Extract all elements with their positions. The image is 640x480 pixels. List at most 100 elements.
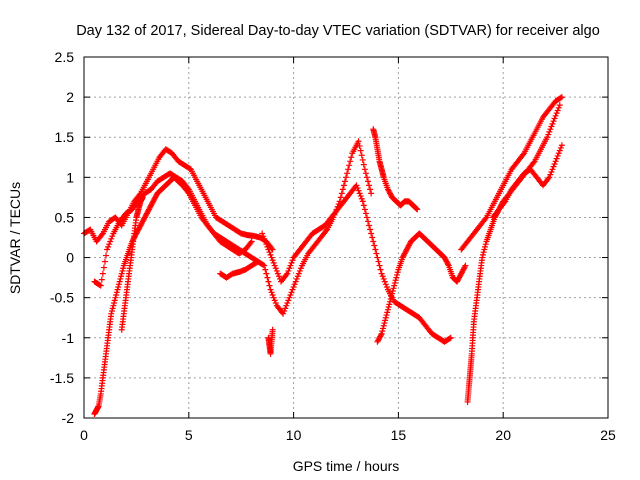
data-point [340,182,347,189]
y-tick-label: -1.5 [50,370,74,386]
data-point [390,285,397,292]
y-tick-label: 1.5 [55,129,75,145]
x-axis-label: GPS time / hours [293,458,400,474]
data-point [283,302,290,309]
data-point [457,271,464,278]
data-point [481,246,488,253]
data-point [106,241,113,248]
data-point [447,334,454,341]
data-point [107,238,114,245]
data-point [284,270,291,277]
data-point [272,300,279,307]
data-point [356,142,363,149]
x-tick-label: 5 [185,427,193,443]
y-tick-label: -0.5 [50,290,74,306]
data-point [353,182,360,189]
series-sat4 [118,194,146,333]
data-point [108,235,115,242]
data-point [381,278,388,285]
data-point [402,249,409,256]
data-point [368,190,375,197]
data-point [376,262,383,269]
data-point [293,275,300,282]
data-point [370,238,377,245]
data-point [120,265,127,272]
data-point [113,291,120,298]
data-point [273,267,280,274]
y-tick-label: 0.5 [55,209,75,225]
data-point [148,202,155,209]
data-point [147,203,154,210]
data-point [117,275,124,282]
data-point [142,213,149,220]
data-point [341,178,348,185]
data-point [260,233,267,240]
data-point [392,277,399,284]
data-point [109,305,116,312]
data-point [354,185,361,192]
data-point [263,270,270,277]
data-point [151,195,158,202]
data-point [385,187,392,194]
data-point [479,251,486,258]
data-point [266,249,273,256]
data-point [404,245,411,252]
data-point [375,337,382,344]
data-point [269,257,276,264]
data-point [296,267,303,274]
data-point [355,187,362,194]
data-point [138,219,145,226]
data-point [400,253,407,260]
data-point [103,252,110,259]
data-point [281,308,288,315]
data-point [458,269,465,276]
grid-lines [84,57,608,418]
data-point [367,226,374,233]
y-tick-label: 2 [66,89,74,105]
data-point [109,233,116,240]
data-point [357,147,364,154]
series-sat10 [464,102,563,405]
data-point [361,166,368,173]
data-point [295,270,302,277]
data-point [384,309,391,316]
data-point [288,289,295,296]
data-point [344,170,351,177]
data-point [399,254,406,261]
data-point [362,210,369,217]
data-point [378,330,385,337]
data-point [520,151,527,158]
data-point [337,194,344,201]
data-point [358,152,365,159]
data-point [119,267,126,274]
data-point [385,304,392,311]
data-point [454,277,461,284]
data-point [386,189,393,196]
data-point [387,298,394,305]
data-point [262,238,269,245]
data-point [247,239,254,246]
data-point [150,197,157,204]
data-point [266,282,273,289]
data-point [367,186,374,193]
data-point [137,222,144,229]
data-point [269,291,276,298]
data-point [380,275,387,282]
y-tick-label: 0 [66,250,74,266]
data-point [382,314,389,321]
data-point [115,283,122,290]
data-point [283,271,290,278]
data-point [387,191,394,198]
chart-title: Day 132 of 2017, Sidereal Day-to-day VTE… [76,23,600,39]
data-point [100,264,107,271]
data-point [265,278,272,285]
data-point [104,246,111,253]
data-point [552,158,559,165]
x-tick-label: 0 [80,427,88,443]
data-point [149,199,156,206]
data-point [338,190,345,197]
data-point [461,263,468,270]
y-tick-label: -1 [62,330,75,346]
data-point [270,259,277,266]
data-point [363,214,370,221]
